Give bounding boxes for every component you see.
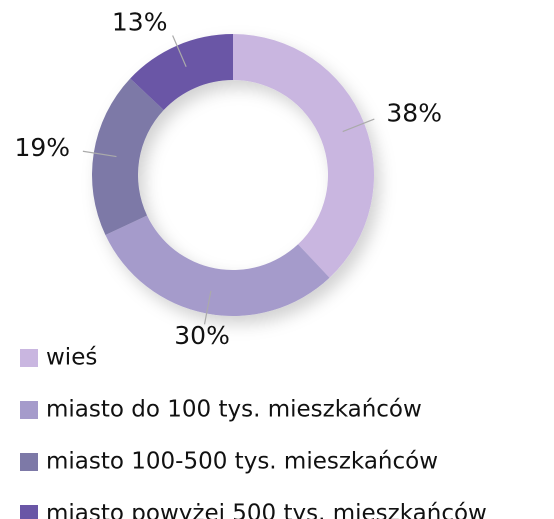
leader-line [203, 290, 212, 325]
legend-label: miasto powyżej 500 tys. mieszkańców [46, 501, 487, 519]
data-label: 13% [112, 8, 168, 37]
legend-swatch [20, 505, 38, 519]
data-label: 30% [174, 321, 230, 350]
legend-swatch [20, 401, 38, 419]
slice [92, 78, 164, 236]
slice [130, 34, 233, 110]
legend-label: miasto 100-500 tys. mieszkańców [46, 449, 438, 475]
legend-label: miasto do 100 tys. mieszkańców [46, 397, 422, 423]
leader-line [172, 35, 187, 67]
leader-line [82, 150, 117, 158]
leader-line [342, 118, 375, 133]
legend-swatch [20, 453, 38, 471]
data-label: 19% [14, 133, 70, 162]
legend-swatch [20, 349, 38, 367]
slice [233, 34, 374, 278]
legend-label: wieś [46, 345, 97, 371]
slice [105, 215, 330, 316]
donut [92, 34, 374, 316]
data-label: 38% [386, 98, 442, 127]
